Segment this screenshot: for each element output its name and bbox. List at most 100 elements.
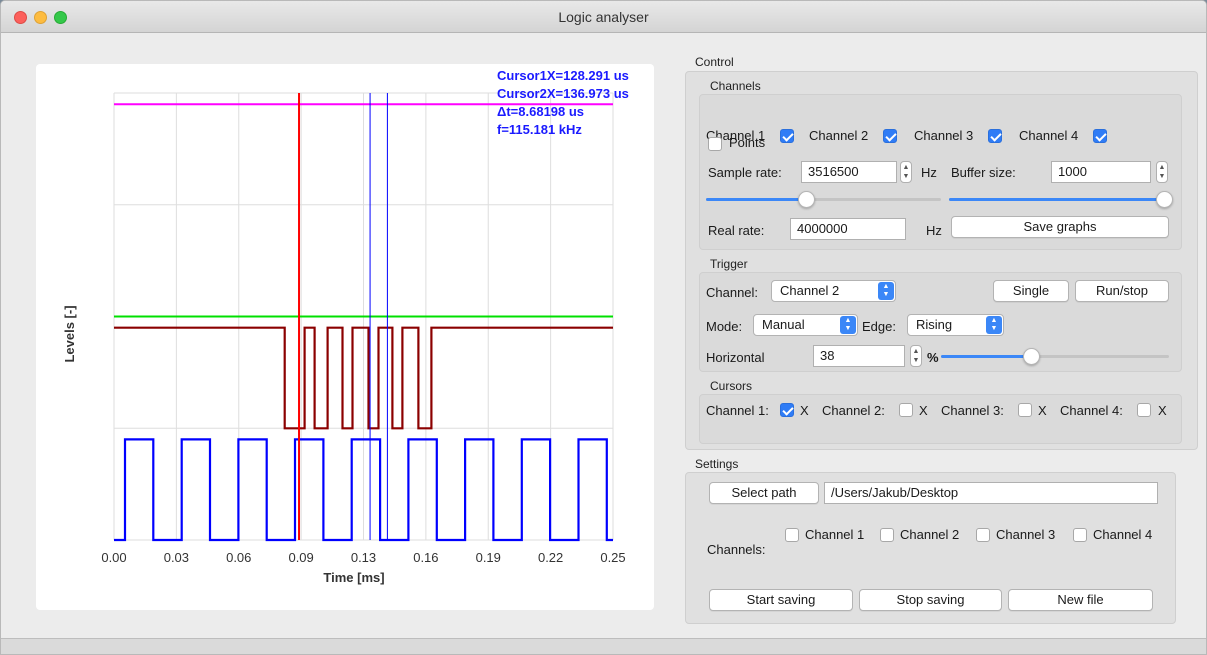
save-channel-4-label: Channel 4 bbox=[1093, 527, 1153, 542]
select-path-button[interactable]: Select path bbox=[709, 482, 819, 504]
cursor-channel-3-x: X bbox=[1038, 403, 1047, 418]
real-rate-label: Real rate: bbox=[708, 223, 765, 238]
edge-select[interactable]: Rising ▲ ▼ bbox=[907, 314, 1004, 336]
buffer-size-input[interactable]: 1000 bbox=[1051, 161, 1151, 183]
save-channel-2-checkbox[interactable] bbox=[880, 528, 894, 542]
horizontal-unit: % bbox=[927, 350, 939, 365]
x-tick-label: 0.22 bbox=[538, 550, 563, 565]
path-field[interactable]: /Users/Jakub/Desktop bbox=[824, 482, 1158, 504]
title-bar: Logic analyser bbox=[1, 1, 1206, 33]
trigger-channel-label: Channel: bbox=[706, 285, 759, 300]
cursor-channel-2-checkbox[interactable] bbox=[899, 403, 913, 417]
cursor2-readout: Cursor2X=136.973 us bbox=[497, 86, 629, 101]
stop-saving-button[interactable]: Stop saving bbox=[859, 589, 1002, 611]
x-tick-label: 0.19 bbox=[476, 550, 501, 565]
sample-rate-unit: Hz bbox=[921, 165, 937, 180]
horizontal-slider-track[interactable] bbox=[941, 355, 1169, 358]
cursor-channel-3-label: Channel 3: bbox=[941, 403, 1004, 418]
buffer-size-label: Buffer size: bbox=[951, 165, 1016, 180]
cursor-channel-1-label: Channel 1: bbox=[706, 403, 769, 418]
settings-section-title: Settings bbox=[695, 457, 739, 471]
channels-group-title: Channels bbox=[710, 79, 761, 93]
buffer-size-stepper[interactable]: ▲ ▼ bbox=[1156, 161, 1168, 183]
run-stop-button[interactable]: Run/stop bbox=[1075, 280, 1169, 302]
select-arrows-icon: ▲ ▼ bbox=[878, 282, 894, 300]
horizontal-input[interactable]: 38 bbox=[813, 345, 905, 367]
settings-channels-label: Channels: bbox=[707, 542, 766, 557]
channel-2-checkbox[interactable] bbox=[883, 129, 897, 143]
channel-3-label: Channel 3 bbox=[914, 128, 974, 143]
cursor-channel-1-x: X bbox=[800, 403, 809, 418]
save-channel-2-label: Channel 2 bbox=[900, 527, 960, 542]
minimize-window-button[interactable] bbox=[34, 11, 47, 24]
mode-value: Manual bbox=[762, 317, 805, 332]
save-graphs-button[interactable]: Save graphs bbox=[951, 216, 1169, 238]
cursor-channel-2-label: Channel 2: bbox=[822, 403, 885, 418]
save-channel-3-label: Channel 3 bbox=[996, 527, 1056, 542]
trigger-group-title: Trigger bbox=[710, 257, 748, 271]
real-rate-field[interactable]: 4000000 bbox=[790, 218, 906, 240]
sample-rate-stepper[interactable]: ▲ ▼ bbox=[900, 161, 912, 183]
cursor1-readout: Cursor1X=128.291 us bbox=[497, 68, 629, 83]
edge-label: Edge: bbox=[862, 319, 896, 334]
sample-rate-slider-track[interactable] bbox=[706, 198, 941, 201]
cursor-channel-1-checkbox[interactable] bbox=[780, 403, 794, 417]
x-axis-title: Time [ms] bbox=[323, 570, 384, 585]
horizontal-label: Horizontal bbox=[706, 350, 765, 365]
sample-rate-input[interactable]: 3516500 bbox=[801, 161, 897, 183]
mode-select[interactable]: Manual ▲ ▼ bbox=[753, 314, 858, 336]
window-title: Logic analyser bbox=[558, 9, 649, 25]
save-channel-1-label: Channel 1 bbox=[805, 527, 865, 542]
x-tick-label: 0.09 bbox=[288, 550, 313, 565]
save-channel-1-checkbox[interactable] bbox=[785, 528, 799, 542]
horizontal-slider-fill bbox=[941, 355, 1031, 358]
logic-analyser-chart[interactable]: 0.00 0.03 0.06 0.09 0.13 0.16 0.19 0.22 0.25 Tim… bbox=[36, 64, 654, 610]
control-section-title: Control bbox=[695, 55, 734, 69]
cursor-channel-4-checkbox[interactable] bbox=[1137, 403, 1151, 417]
horizontal-slider-handle[interactable] bbox=[1023, 348, 1040, 365]
channel-3-checkbox[interactable] bbox=[988, 129, 1002, 143]
x-tick-label: 0.00 bbox=[101, 550, 126, 565]
save-channel-3-checkbox[interactable] bbox=[976, 528, 990, 542]
trigger-channel-select[interactable]: Channel 2 ▲ ▼ bbox=[771, 280, 896, 302]
points-checkbox[interactable] bbox=[708, 137, 722, 151]
y-axis-title: Levels [-] bbox=[62, 305, 77, 362]
cursors-group bbox=[699, 394, 1182, 444]
points-label: Points bbox=[729, 135, 766, 150]
cursor-channel-4-x: X bbox=[1158, 403, 1167, 418]
status-bar bbox=[1, 638, 1206, 654]
sample-rate-slider-handle[interactable] bbox=[798, 191, 815, 208]
mode-label: Mode: bbox=[706, 319, 743, 334]
select-arrows-icon: ▲ ▼ bbox=[986, 316, 1002, 334]
select-arrows-icon: ▲ ▼ bbox=[840, 316, 856, 334]
channel-2-series-line bbox=[114, 326, 613, 430]
sample-rate-label: Sample rate: bbox=[708, 165, 782, 180]
start-saving-button[interactable]: Start saving bbox=[709, 589, 853, 611]
horizontal-stepper[interactable]: ▲ ▼ bbox=[910, 345, 922, 367]
plot-panel[interactable]: 0.00 0.03 0.06 0.09 0.13 0.16 0.19 0.22 0.25 Tim… bbox=[36, 64, 654, 610]
single-button[interactable]: Single bbox=[993, 280, 1069, 302]
buffer-size-slider-handle[interactable] bbox=[1156, 191, 1173, 208]
channel-4-label: Channel 4 bbox=[1019, 128, 1079, 143]
channel-4-checkbox[interactable] bbox=[1093, 129, 1107, 143]
channel-1-checkbox[interactable] bbox=[780, 129, 794, 143]
x-tick-label: 0.06 bbox=[226, 550, 251, 565]
sample-rate-slider-fill bbox=[706, 198, 806, 201]
save-channel-4-checkbox[interactable] bbox=[1073, 528, 1087, 542]
trigger-channel-value: Channel 2 bbox=[780, 283, 840, 298]
edge-value: Rising bbox=[916, 317, 953, 332]
delta-t-readout: Δt=8.68198 us bbox=[497, 104, 584, 119]
close-window-button[interactable] bbox=[14, 11, 27, 24]
cursors-group-title: Cursors bbox=[710, 379, 753, 393]
cursor-channel-4-label: Channel 4: bbox=[1060, 403, 1123, 418]
maximize-window-button[interactable] bbox=[54, 11, 67, 24]
x-tick-label: 0.25 bbox=[600, 550, 625, 565]
x-tick-label: 0.13 bbox=[351, 550, 376, 565]
channel-2-label: Channel 2 bbox=[809, 128, 869, 143]
x-tick-label: 0.16 bbox=[413, 550, 438, 565]
x-tick-label: 0.03 bbox=[164, 550, 189, 565]
frequency-readout: f=115.181 kHz bbox=[497, 122, 582, 137]
cursor-channel-3-checkbox[interactable] bbox=[1018, 403, 1032, 417]
new-file-button[interactable]: New file bbox=[1008, 589, 1153, 611]
